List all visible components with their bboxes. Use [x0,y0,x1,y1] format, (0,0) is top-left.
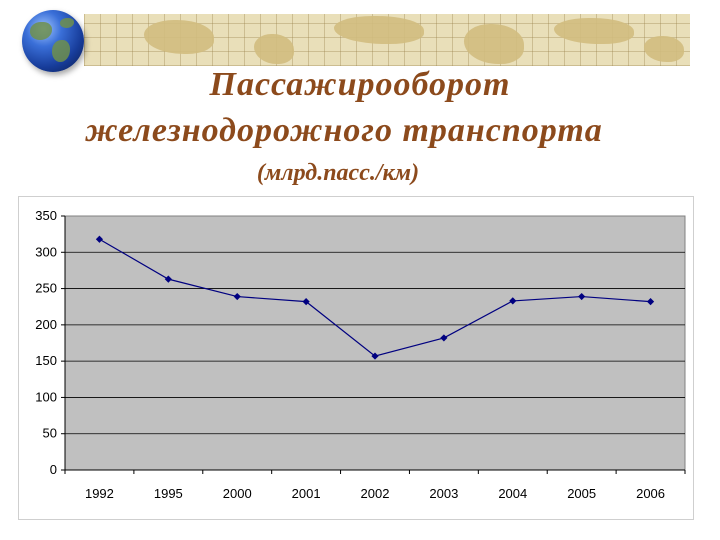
chart-unit-label: (млрд.пасс./км) [256,160,420,186]
y-tick-label: 150 [35,353,57,368]
x-tick-label: 2002 [361,486,390,501]
plot-area [64,215,686,471]
y-tick-label: 250 [35,281,57,296]
y-tick-label: 200 [35,317,57,332]
data-point [509,297,517,305]
chart-title-line1: Пассажирооборот [209,66,511,103]
globe-icon [22,10,84,72]
y-tick-label: 50 [43,426,57,441]
y-tick-label: 350 [35,208,57,223]
data-point [95,235,104,243]
y-tick-label: 0 [50,462,57,477]
y-tick-label: 100 [35,389,57,404]
x-tick-label: 1992 [85,486,114,501]
line-chart: 0 50 100 150 200 250 300 350 1992 1995 2000 2001 200… [35,208,686,501]
x-tick-label: 2004 [498,486,527,501]
chart-title-line2: железнодорожного транспорта [85,112,603,149]
x-tick-label: 2005 [567,486,596,501]
x-tick-label: 2006 [636,486,665,501]
data-point [371,352,379,360]
data-point [646,298,655,306]
y-tick-label: 300 [35,244,57,259]
chart-container: 0 50 100 150 200 250 300 350 1992 1995 2000 2001 200… [18,196,694,520]
x-tick-label: 2003 [429,486,458,501]
x-tick-label: 1995 [154,486,183,501]
data-point [440,334,448,342]
world-map-banner [84,14,690,66]
data-point [302,298,310,306]
x-tick-label: 2000 [223,486,252,501]
data-point [164,275,172,283]
x-tick-label: 2001 [292,486,321,501]
